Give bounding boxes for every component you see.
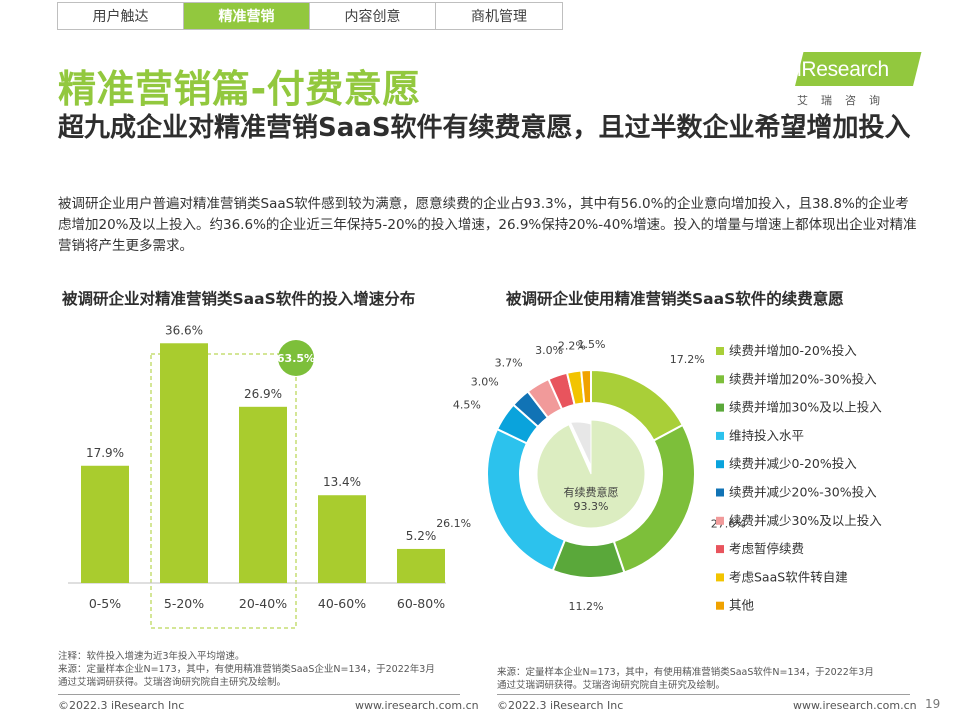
page-title: 精准营销篇-付费意愿 — [58, 67, 421, 111]
note-left: 注释：软件投入增速为近3年投入平均增速。 来源：定量样本企业N=173，其中，有… — [58, 650, 478, 689]
slice-value-label: 26.1% — [436, 517, 471, 530]
logo-text: iResearch — [797, 58, 889, 81]
note-line: 来源：定量样本企业N=173，其中，有使用精准营销类SaaS软件N=134，于2… — [497, 667, 874, 678]
slice-value-label: 1.5% — [577, 338, 605, 351]
summary-text: 被调研企业用户普遍对精准营销类SaaS软件感到较为满意，愿意续费的企业占93.3… — [58, 196, 917, 254]
legend-label: 续费并增加30%及以上投入 — [729, 400, 882, 415]
donut-slice — [580, 368, 592, 405]
legend-label: 续费并减少20%-30%投入 — [729, 485, 877, 500]
legend-swatch — [716, 347, 724, 355]
footer-copyright-right: ©2022.3 iResearch Inc — [497, 699, 624, 712]
slice-value-label: 3.0% — [471, 375, 499, 388]
note-line: 注释：软件投入增速为近3年投入平均增速。 — [58, 651, 245, 662]
highlight-frame — [150, 353, 297, 629]
highlight-badge — [278, 340, 314, 376]
legend-label: 续费并减少0-20%投入 — [729, 456, 857, 471]
footer-url-left[interactable]: www.iresearch.com.cn — [355, 699, 479, 712]
slice-value-label: 17.2% — [670, 353, 705, 366]
footer-url-right[interactable]: www.iresearch.com.cn — [793, 699, 917, 712]
legend-label: 续费并增加20%-30%投入 — [729, 371, 877, 386]
inner-value-label: 93.3% — [574, 500, 609, 513]
logo-cn-text: 艾瑞咨询 — [797, 94, 893, 107]
legend-label: 续费并增加0-20%投入 — [729, 343, 857, 358]
bar-chart-title: 被调研企业对精准营销类SaaS软件的投入增速分布 — [62, 290, 416, 308]
tab-opportunity-management[interactable]: 商机管理 — [471, 9, 527, 25]
legend-swatch — [716, 601, 724, 610]
footer-copyright-left: ©2022.3 iResearch Inc — [58, 699, 185, 712]
tab-precision-marketing[interactable]: 精准营销 — [184, 3, 310, 29]
legend-swatch — [716, 375, 724, 384]
legend-swatch — [716, 545, 724, 554]
bar — [318, 495, 366, 583]
nav-tabs: 用户触达 精准营销 内容创意 商机管理 — [57, 2, 563, 30]
donut-legend: 续费并增加0-20%投入续费并增加20%-30%投入续费并增加30%及以上投入维… — [716, 343, 882, 613]
note-line: 通过艾瑞调研获得。艾瑞咨询研究院自主研究及绘制。 — [497, 680, 726, 691]
legend-swatch — [716, 403, 724, 412]
legend-swatch — [716, 431, 724, 440]
donut-chart: 17.2%27.6%11.2%26.1%4.5%3.0%3.7%3.0%2.2%… — [436, 338, 745, 613]
legend-label: 维持投入水平 — [729, 428, 804, 443]
bar-chart: 63.5% 17.9% 0-5% 36.6% 5-20% 26.9% 20-40% 13.4%… — [68, 323, 446, 629]
x-tick-label: 0-5% — [89, 596, 121, 611]
x-tick-label: 20-40% — [239, 596, 287, 611]
headline: 超九成企业对精准营销SaaS软件有续费意愿，且过半数企业希望增加投入 — [58, 113, 911, 143]
bar-value-label: 26.9% — [244, 387, 282, 401]
legend-swatch — [716, 573, 724, 582]
slice-value-label: 3.7% — [495, 357, 523, 370]
inner-slice-renew — [536, 419, 646, 529]
note-line: 来源：定量样本企业N=173，其中，有使用精准营销类SaaS企业N=134，于2… — [58, 664, 435, 675]
slice-value-label: 2.2% — [558, 340, 586, 353]
legend-label: 考虑暂停续费 — [729, 541, 804, 556]
legend-label: 续费并减少30%及以上投入 — [729, 513, 882, 528]
bar — [397, 548, 445, 583]
x-tick-label: 40-60% — [318, 596, 366, 611]
slice-value-label: 4.5% — [453, 399, 481, 412]
legend-label: 考虑SaaS软件转自建 — [729, 569, 848, 584]
slice-value-label: 3.0% — [535, 344, 563, 357]
slice-value-label: 11.2% — [569, 600, 604, 613]
footer-divider-left — [58, 694, 460, 695]
legend-label: 其他 — [729, 598, 755, 613]
x-tick-label: 5-20% — [164, 596, 204, 611]
highlight-label: 63.5% — [277, 352, 315, 365]
bar — [81, 465, 129, 583]
bar-value-label: 36.6% — [165, 323, 203, 337]
tab-user-reach[interactable]: 用户触达 — [58, 3, 184, 29]
bar-value-label: 5.2% — [406, 529, 437, 543]
x-tick-label: 60-80% — [397, 596, 445, 611]
bar — [160, 343, 208, 583]
bar — [239, 406, 287, 583]
tab-content-creative[interactable]: 内容创意 — [310, 3, 436, 29]
legend-swatch — [716, 516, 724, 525]
bar-value-label: 17.9% — [86, 446, 124, 460]
donut-chart-title: 被调研企业使用精准营销类SaaS软件的续费意愿 — [506, 290, 844, 308]
inner-label: 有续费意愿 — [564, 485, 619, 499]
legend-swatch — [716, 488, 724, 497]
inner-slice-rest — [569, 421, 592, 467]
legend-swatch — [716, 460, 724, 469]
page-number: 19 — [925, 697, 941, 711]
iresearch-logo: iResearch 艾瑞咨询 — [795, 52, 922, 108]
note-right: 来源：定量样本企业N=173，其中，有使用精准营销类SaaS软件N=134，于2… — [497, 666, 917, 692]
bar-value-label: 13.4% — [323, 475, 361, 489]
note-line: 通过艾瑞调研获得。艾瑞咨询研究院自主研究及绘制。 — [58, 677, 287, 688]
footer-divider-right — [497, 694, 910, 695]
